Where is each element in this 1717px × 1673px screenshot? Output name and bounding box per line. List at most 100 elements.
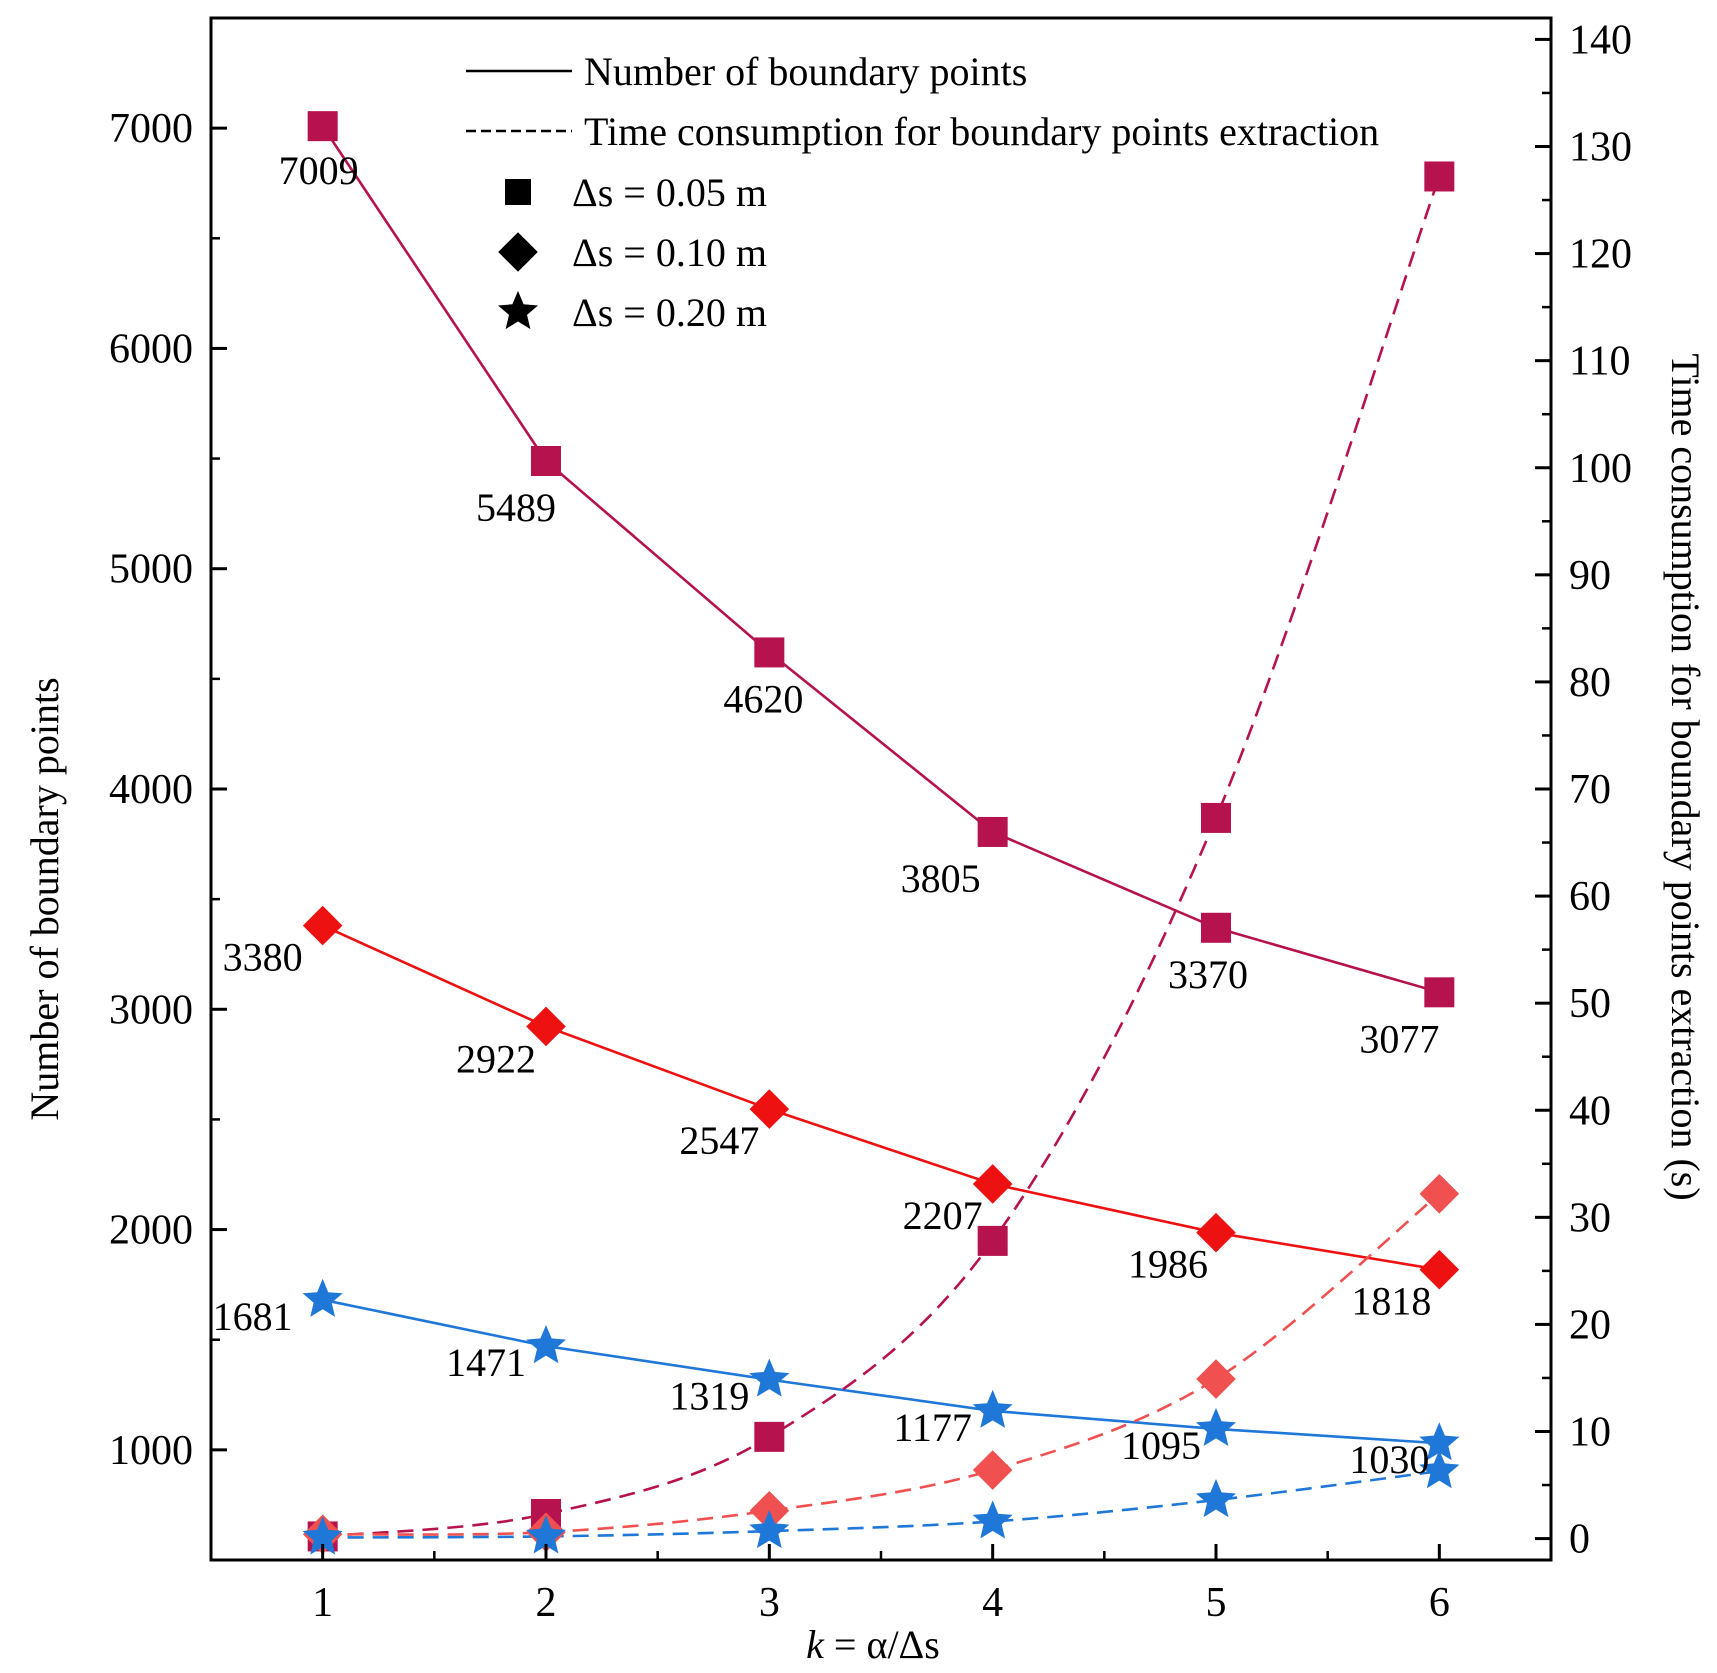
x-tick-label-4: 5	[1206, 1580, 1227, 1626]
marker-diamond-1-5	[1419, 1249, 1460, 1290]
marker-star-5-3	[972, 1500, 1013, 1539]
marker-diamond-1-2	[749, 1089, 790, 1129]
right-tick-label-7: 70	[1569, 767, 1611, 813]
legend-star-label: Δs = 0.20 m	[572, 290, 767, 335]
left-tick-label-5: 6000	[109, 326, 193, 372]
data-label-1-4: 1986	[1128, 1242, 1208, 1287]
right-tick-label-12: 120	[1569, 232, 1632, 278]
right-tick-label-10: 100	[1569, 446, 1632, 492]
marker-layer	[302, 111, 1460, 1555]
data-label-1-3: 2207	[903, 1193, 983, 1238]
legend-solid-label: Number of boundary points	[584, 49, 1027, 94]
right-tick-label-9: 90	[1569, 553, 1611, 599]
data-label-2-1: 1471	[446, 1340, 526, 1385]
data-label-2-3: 1177	[893, 1405, 972, 1450]
marker-star-5-0	[302, 1516, 343, 1555]
marker-square-0-0	[307, 111, 338, 142]
right-tick-label-5: 50	[1569, 981, 1611, 1027]
x-axis-title-rest: = α/Δs	[824, 1622, 940, 1667]
marker-square-0-5	[1424, 977, 1455, 1008]
right-tick-label-8: 80	[1569, 660, 1611, 706]
data-label-0-4: 3370	[1168, 952, 1248, 997]
marker-star-2-4	[1196, 1407, 1236, 1446]
marker-star-2-3	[972, 1389, 1013, 1428]
marker-square-3-5	[1424, 161, 1455, 192]
marker-diamond-1-0	[302, 905, 343, 946]
right-tick-label-1: 10	[1569, 1410, 1611, 1456]
legend-diamond-icon	[498, 232, 538, 272]
marker-square-0-3	[977, 816, 1008, 847]
marker-diamond-1-3	[972, 1164, 1013, 1204]
legend-diamond-label: Δs = 0.10 m	[572, 230, 767, 275]
right-tick-label-13: 130	[1569, 125, 1632, 171]
marker-diamond-4-3	[972, 1450, 1013, 1490]
data-label-0-1: 5489	[476, 485, 556, 530]
series-line-0	[321, 125, 1440, 994]
series-line-1	[322, 924, 1440, 1271]
right-tick-label-11: 110	[1569, 339, 1630, 385]
data-label-1-1: 2922	[456, 1036, 536, 1081]
right-tick-label-3: 30	[1569, 1195, 1611, 1241]
data-label-2-5: 1030	[1349, 1437, 1429, 1482]
left-axis-title: Number of boundary points	[22, 677, 67, 1120]
legend-star-icon	[498, 290, 538, 330]
data-label-layer: 7009 5489 4620 3805 3370 3077 3380 2922 2547 2207…	[213, 148, 1440, 1482]
x-tick-label-1: 2	[536, 1580, 557, 1626]
data-label-0-2: 4620	[723, 676, 803, 721]
left-tick-label-2: 3000	[109, 987, 193, 1033]
marker-square-0-1	[531, 445, 561, 476]
data-label-2-4: 1095	[1121, 1423, 1201, 1468]
legend-square-icon	[505, 179, 531, 205]
data-label-1-0: 3380	[223, 935, 303, 980]
data-label-0-3: 3805	[901, 856, 981, 901]
x-tick-label-5: 6	[1429, 1580, 1450, 1626]
left-tick-label-4: 5000	[109, 547, 193, 593]
data-label-0-0: 7009	[279, 148, 359, 193]
marker-diamond-1-1	[526, 1006, 566, 1047]
marker-star-5-5	[1419, 1450, 1460, 1489]
marker-star-2-0	[302, 1278, 343, 1317]
x-axis-title: k = α/Δs	[806, 1622, 940, 1667]
marker-star-2-1	[526, 1325, 566, 1364]
marker-diamond-4-5	[1419, 1173, 1460, 1214]
marker-star-2-2	[749, 1358, 790, 1397]
marker-star-5-2	[749, 1510, 790, 1549]
series-curve-5	[322, 1469, 1440, 1539]
marker-square-3-3	[977, 1225, 1008, 1256]
data-label-1-2: 2547	[679, 1118, 759, 1163]
axis-layer: 1 2 3 4 5 6 1000 2000 3000 4000 5000 6000 7000 0 10 20 3…	[22, 16, 1708, 1667]
x-tick-label-2: 3	[759, 1580, 780, 1626]
right-tick-label-4: 40	[1569, 1088, 1611, 1134]
marker-square-3-4	[1201, 802, 1231, 833]
left-tick-label-1: 2000	[109, 1208, 193, 1254]
x-axis-title-variable: k	[806, 1622, 825, 1667]
marker-star-5-4	[1196, 1479, 1236, 1518]
marker-star-5-1	[526, 1515, 566, 1554]
right-tick-label-14: 140	[1569, 17, 1632, 63]
data-label-0-5: 3077	[1359, 1016, 1439, 1061]
legend-dashed-label: Time consumption for boundary points ext…	[584, 109, 1379, 154]
series-line-2	[322, 1298, 1440, 1445]
data-label-2-0: 1681	[213, 1294, 293, 1339]
legend-layer: Number of boundary points Time consumptio…	[466, 49, 1379, 335]
right-axis-title: Time consumption for boundary points ext…	[1663, 353, 1708, 1200]
left-tick-label-6: 7000	[109, 106, 193, 152]
legend-square-label: Δs = 0.05 m	[572, 170, 767, 215]
x-tick-label-0: 1	[312, 1580, 333, 1626]
marker-star-2-5	[1419, 1422, 1460, 1461]
right-tick-label-6: 60	[1569, 874, 1611, 920]
marker-square-3-2	[754, 1421, 785, 1452]
right-tick-label-2: 20	[1569, 1302, 1611, 1348]
data-label-1-5: 1818	[1351, 1279, 1431, 1324]
marker-diamond-1-4	[1196, 1212, 1236, 1253]
marker-square-0-4	[1201, 912, 1231, 943]
left-tick-label-0: 1000	[109, 1428, 193, 1474]
x-tick-label-3: 4	[982, 1580, 1003, 1626]
data-label-2-2: 1319	[669, 1374, 749, 1419]
marker-diamond-4-4	[1196, 1359, 1236, 1399]
left-tick-label-3: 4000	[109, 767, 193, 813]
right-tick-label-0: 0	[1569, 1517, 1590, 1563]
marker-square-0-2	[754, 637, 785, 668]
